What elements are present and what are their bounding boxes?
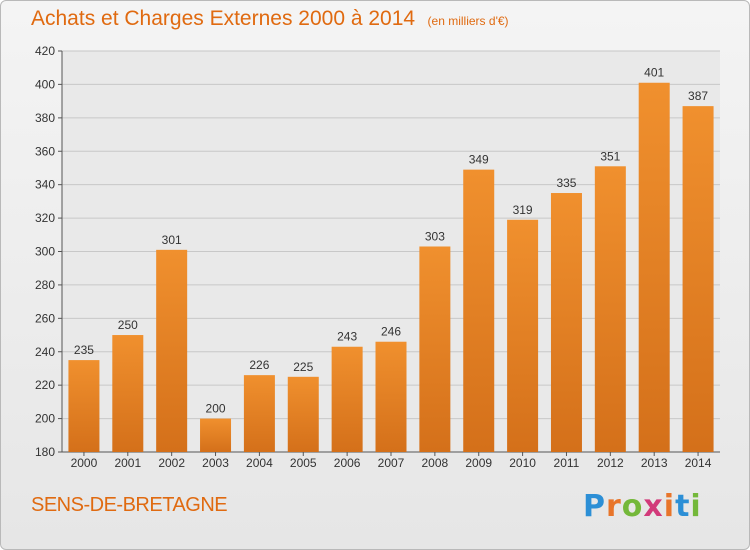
bar-value-label: 243 <box>337 330 357 344</box>
x-tick-label: 2011 <box>554 456 580 470</box>
bar-value-label: 246 <box>381 325 401 339</box>
x-tick-label: 2010 <box>509 456 536 470</box>
x-tick-label: 2003 <box>202 456 229 470</box>
x-tick-label: 2006 <box>334 456 361 470</box>
x-tick-label: 2014 <box>685 456 712 470</box>
bar-value-label: 319 <box>513 203 533 217</box>
bar <box>507 219 539 452</box>
bar-value-label: 226 <box>249 358 269 372</box>
bar <box>463 169 495 453</box>
y-tick-label: 360 <box>35 144 55 158</box>
bar <box>200 418 232 452</box>
x-tick-label: 2012 <box>597 456 624 470</box>
y-tick-label: 260 <box>35 311 55 325</box>
bar <box>682 106 714 452</box>
y-tick-label: 380 <box>35 111 55 125</box>
bar-value-label: 200 <box>206 402 226 416</box>
y-tick-label: 400 <box>35 77 55 91</box>
y-tick-label: 340 <box>35 178 55 192</box>
bar-value-label: 401 <box>644 66 664 80</box>
x-tick-label: 2001 <box>114 456 141 470</box>
bar <box>638 82 670 452</box>
x-tick-label: 2013 <box>641 456 668 470</box>
x-tick-label: 2009 <box>465 456 492 470</box>
x-tick-label: 2000 <box>71 456 98 470</box>
bar-value-label: 349 <box>469 153 489 167</box>
bar-value-label: 303 <box>425 229 445 243</box>
bar <box>550 193 582 453</box>
bar-value-label: 387 <box>688 89 708 103</box>
bar <box>419 246 451 452</box>
y-tick-label: 300 <box>35 245 55 259</box>
x-tick-label: 2005 <box>290 456 317 470</box>
bar-value-label: 351 <box>600 149 620 163</box>
bar-value-label: 235 <box>74 343 94 357</box>
bar-value-label: 225 <box>293 360 313 374</box>
y-tick-label: 240 <box>35 345 55 359</box>
chart-unit-note: (en milliers d'€) <box>427 14 509 28</box>
bar <box>243 375 275 452</box>
y-tick-label: 200 <box>35 412 55 426</box>
x-tick-label: 2004 <box>246 456 273 470</box>
y-tick-label: 420 <box>35 44 55 58</box>
chart-title: Achats et Charges Externes 2000 à 2014 <box>31 7 416 30</box>
bar-value-label: 335 <box>556 176 576 190</box>
x-tick-label: 2008 <box>422 456 449 470</box>
y-tick-label: 280 <box>35 278 55 292</box>
y-tick-label: 220 <box>35 378 55 392</box>
bar <box>375 341 407 452</box>
bar <box>594 166 626 452</box>
bar-value-label: 250 <box>118 318 138 332</box>
bar <box>156 249 188 452</box>
bar-value-label: 301 <box>162 233 182 247</box>
title-row: Achats et Charges Externes 2000 à 2014 (… <box>31 7 509 31</box>
y-tick-label: 320 <box>35 211 55 225</box>
bar <box>331 346 363 452</box>
bar <box>68 360 100 452</box>
x-tick-label: 2007 <box>378 456 405 470</box>
bar <box>112 335 144 452</box>
y-tick-label: 180 <box>35 445 55 459</box>
proxiti-logo: Proxiti <box>583 489 702 524</box>
x-tick-label: 2002 <box>158 456 185 470</box>
bar <box>287 376 319 452</box>
place-name: SENS-DE-BRETAGNE <box>31 494 228 516</box>
